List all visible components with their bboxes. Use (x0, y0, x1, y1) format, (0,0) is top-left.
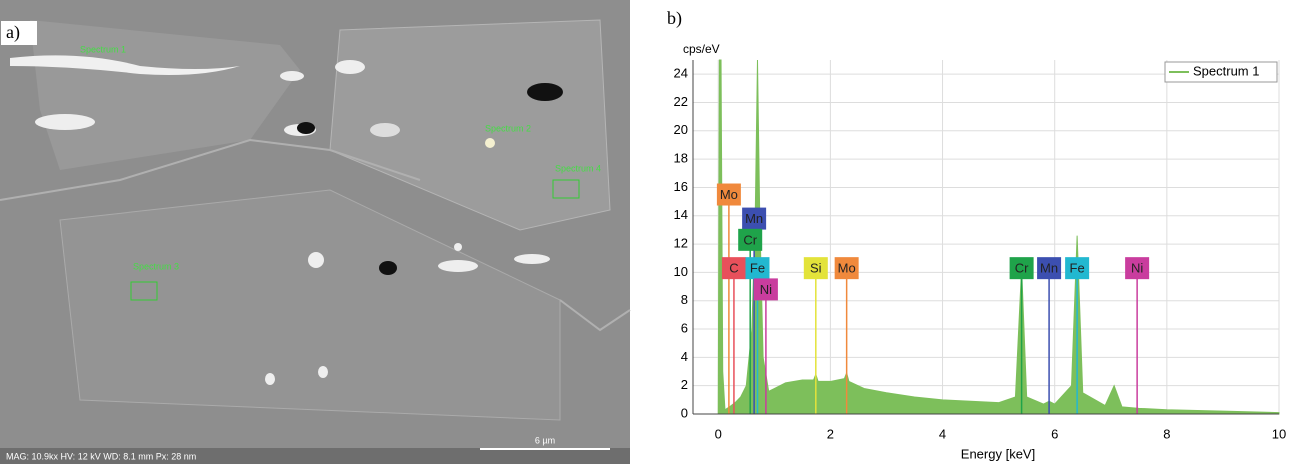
y-tick-label: 24 (674, 66, 688, 81)
element-box (803, 257, 828, 280)
inclusion (35, 114, 95, 130)
element-box (834, 257, 859, 280)
y-tick-label: 22 (674, 94, 688, 109)
spectrum-annotation: Spectrum 2 (485, 123, 531, 133)
element-label: Fe (750, 261, 765, 276)
y-tick-label: 16 (674, 179, 688, 194)
element-label: Mn (1040, 261, 1058, 276)
spectrum-annotation: Spectrum 3 (133, 261, 179, 271)
element-label: Cr (743, 232, 757, 247)
x-tick-label: 10 (1272, 426, 1286, 441)
inclusion (318, 366, 328, 378)
pore (527, 83, 563, 101)
inclusion (370, 123, 400, 137)
spectrum-box (552, 179, 580, 199)
element-box (738, 228, 763, 251)
element-box (745, 257, 770, 280)
inclusion (308, 252, 324, 268)
pore (379, 261, 397, 275)
y-tick-label: 12 (674, 236, 688, 251)
panel-label: b) (667, 8, 682, 29)
element-label: Fe (1070, 261, 1085, 276)
element-label: C (729, 261, 738, 276)
inclusion (265, 373, 275, 385)
y-tick-label: 8 (681, 292, 688, 307)
sem-image: MAG: 10.9kx HV: 12 kV WD: 8.1 mm Px: 28 … (0, 0, 631, 464)
y-axis-title: cps/eV (683, 42, 720, 56)
element-box (742, 207, 767, 230)
element-label: Mn (745, 211, 763, 226)
y-tick-label: 0 (681, 405, 688, 420)
inclusion (454, 243, 462, 251)
spectrum-box (130, 281, 158, 301)
grain-boundary (559, 299, 631, 332)
x-tick-label: 6 (1051, 426, 1058, 441)
pore (297, 122, 315, 134)
y-tick-label: 6 (681, 320, 688, 335)
inclusion (438, 260, 478, 272)
x-tick-label: 4 (939, 426, 946, 441)
grain (329, 19, 611, 231)
y-tick-label: 4 (681, 349, 688, 364)
element-box (1037, 257, 1062, 280)
inclusion (485, 138, 495, 148)
y-tick-label: 2 (681, 377, 688, 392)
x-axis-title: Energy [keV] (961, 446, 1035, 461)
element-box (753, 278, 778, 301)
spectrum-annotation: Spectrum 1 (80, 44, 126, 54)
panel-label-bg (1, 21, 37, 45)
grain-boundary (0, 138, 421, 201)
y-tick-label: 14 (674, 207, 688, 222)
legend-label: Spectrum 1 (1193, 63, 1259, 78)
element-label: Ni (760, 282, 772, 297)
legend-box (1164, 61, 1278, 83)
element-box (1125, 257, 1150, 280)
info-bar (0, 448, 630, 464)
plot-area (693, 60, 1279, 414)
inclusion (514, 254, 550, 264)
element-label: Mo (720, 187, 738, 202)
element-box (1065, 257, 1090, 280)
element-box (721, 257, 746, 280)
element-label: Si (810, 261, 822, 276)
element-label: Mo (838, 261, 856, 276)
sem-info: MAG: 10.9kx HV: 12 kV WD: 8.1 mm Px: 28 … (6, 451, 196, 461)
element-box (1009, 257, 1034, 280)
inclusion (335, 60, 365, 74)
y-tick-label: 10 (674, 264, 688, 279)
element-label: Cr (1015, 261, 1029, 276)
spectrum-area (717, 59, 1280, 415)
x-tick-label: 2 (827, 426, 834, 441)
spectrum-annotation: Spectrum 4 (555, 163, 601, 173)
y-tick-label: 18 (674, 151, 688, 166)
scale-label: 6 µm (535, 435, 555, 445)
grain (59, 189, 561, 421)
grain (30, 20, 300, 170)
x-tick-label: 8 (1163, 426, 1170, 441)
panel-label: a) (6, 22, 20, 43)
inclusion (280, 71, 304, 81)
inclusion (10, 55, 240, 75)
y-tick-label: 20 (674, 122, 688, 137)
element-box (716, 183, 741, 206)
element-label: Ni (1131, 261, 1143, 276)
x-tick-label: 0 (715, 426, 722, 441)
